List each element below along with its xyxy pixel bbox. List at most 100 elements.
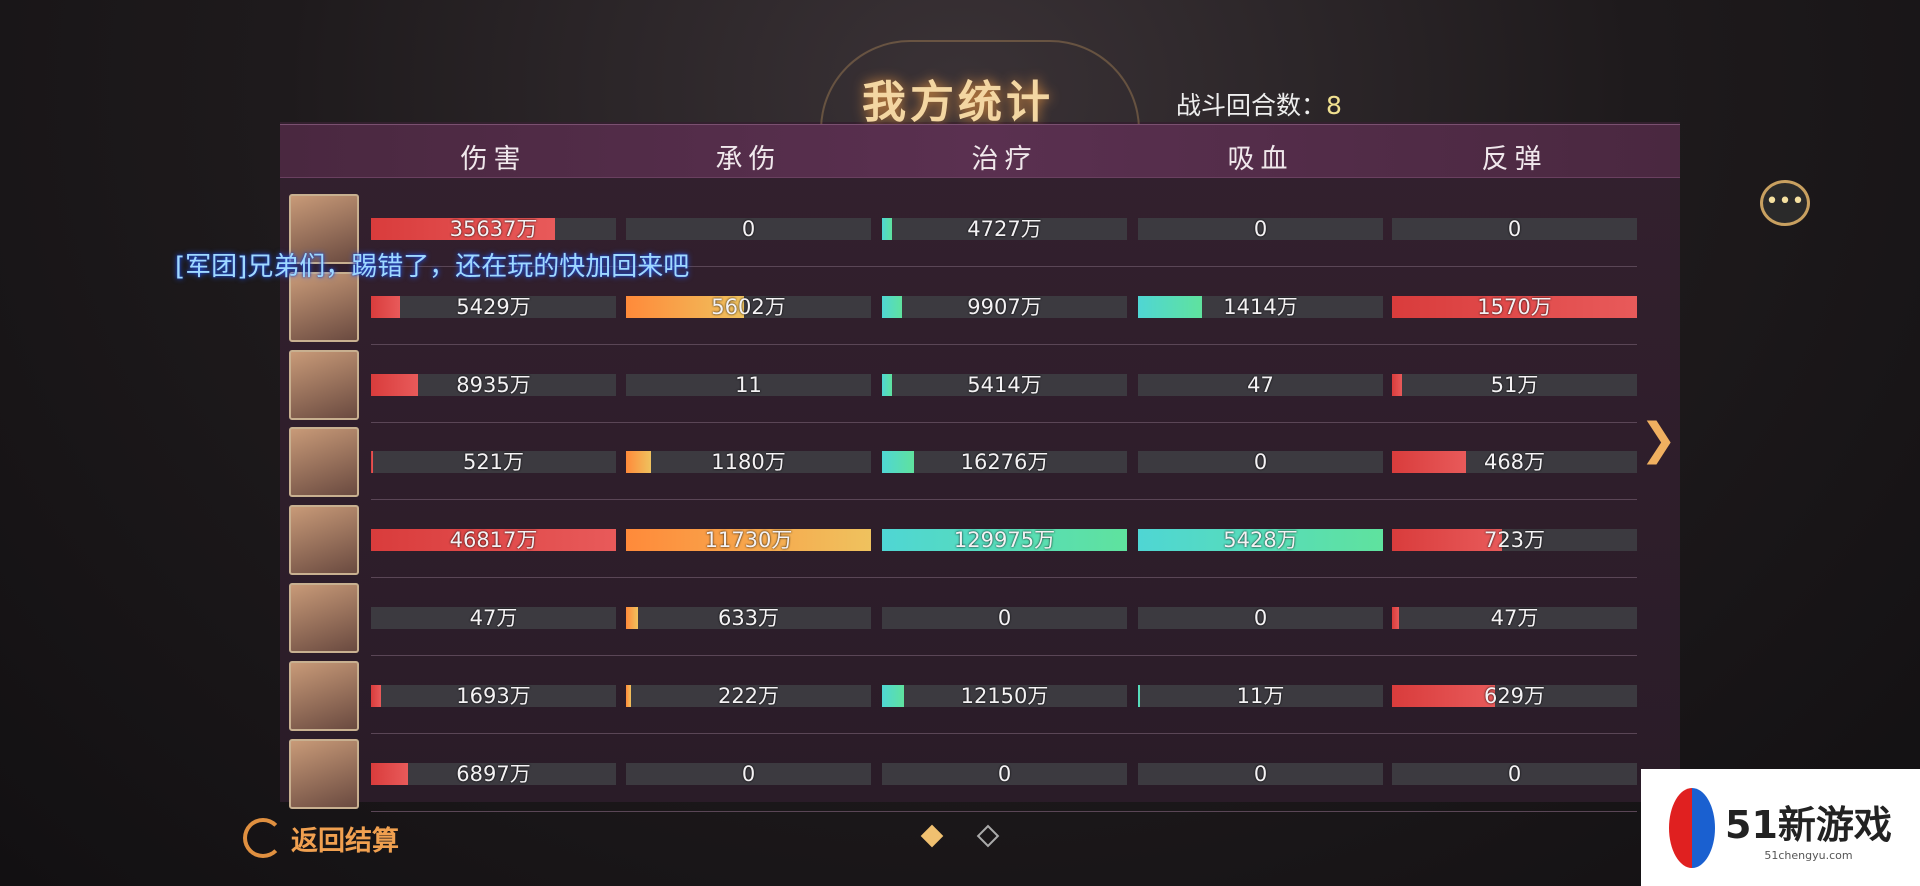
- hero-avatar[interactable]: [289, 194, 359, 264]
- reflect-bar: 1570万: [1392, 295, 1637, 318]
- heal-bar-fill: [882, 218, 892, 240]
- reflect-value: 0: [1507, 762, 1522, 785]
- watermark-sub: 51chengyu.com: [1764, 848, 1853, 862]
- col-damage[interactable]: 伤害: [460, 144, 527, 175]
- heal-value: 129975万: [953, 529, 1056, 552]
- hero-avatar[interactable]: [289, 583, 359, 653]
- damage-bar-fill: [371, 295, 401, 318]
- taken-bar-fill: [626, 607, 639, 629]
- col-heal[interactable]: 治疗: [971, 144, 1038, 175]
- taken-value: 11: [735, 373, 762, 396]
- next-arrow-icon[interactable]: ❯: [1640, 414, 1677, 465]
- taken-value: 633万: [717, 607, 780, 629]
- reflect-bar-fill: [1392, 295, 1637, 318]
- row-divider: [371, 810, 1637, 812]
- lifesteal-bar: 1414万: [1138, 295, 1383, 318]
- reflect-bar: 468万: [1392, 451, 1637, 474]
- return-icon: [243, 818, 283, 858]
- hero-avatar[interactable]: [289, 271, 359, 342]
- lifesteal-value: 11万: [1236, 684, 1285, 707]
- heal-value: 16276万: [960, 451, 1049, 474]
- hero-stat-row: 8935万 11 5414万 47 51万: [0, 347, 1920, 424]
- damage-value: 8935万: [456, 373, 531, 396]
- lifesteal-bar-fill: [1138, 684, 1141, 707]
- taken-value: 222万: [717, 684, 780, 707]
- row-divider: [371, 499, 1637, 501]
- reflect-bar-fill: [1392, 529, 1503, 552]
- lifesteal-value: 0: [1253, 607, 1268, 629]
- damage-bar: 6897万: [371, 762, 616, 785]
- heal-bar: 0: [882, 762, 1127, 785]
- guild-chat-message: [军团]兄弟们，踢错了，还在玩的快加回来吧: [175, 252, 690, 282]
- heal-value: 12150万: [960, 684, 1049, 707]
- col-lifesteal[interactable]: 吸血: [1227, 144, 1294, 175]
- damage-bar-fill: [371, 373, 418, 396]
- hero-avatar[interactable]: [289, 505, 359, 576]
- lifesteal-bar: 0: [1138, 762, 1383, 785]
- heal-bar-fill: [882, 295, 902, 318]
- col-reflect[interactable]: 反弹: [1481, 144, 1548, 175]
- taken-bar-fill: [626, 295, 744, 318]
- back-label: 返回结算: [291, 825, 399, 857]
- taken-value: 1180万: [711, 451, 786, 474]
- taken-value: 11730万: [704, 529, 793, 552]
- back-to-results-button[interactable]: 返回结算: [243, 818, 399, 858]
- chat-bubble-icon[interactable]: •••: [1760, 180, 1810, 226]
- damage-bar: 46817万: [371, 529, 616, 552]
- lifesteal-bar: 0: [1138, 451, 1383, 474]
- reflect-bar-fill: [1392, 607, 1400, 629]
- row-divider: [371, 577, 1637, 579]
- reflect-bar: 0: [1392, 218, 1637, 240]
- lifesteal-value: 0: [1253, 451, 1268, 474]
- reflect-bar-fill: [1392, 373, 1402, 396]
- heal-value: 0: [997, 607, 1012, 629]
- reflect-value: 51万: [1490, 373, 1539, 396]
- lifesteal-bar: 0: [1138, 607, 1383, 629]
- col-taken[interactable]: 承伤: [715, 144, 782, 175]
- heal-bar-fill: [882, 529, 1127, 552]
- lifesteal-value: 1414万: [1223, 295, 1298, 318]
- hero-avatar[interactable]: [289, 660, 359, 731]
- taken-bar-fill: [626, 684, 631, 707]
- watermark-logo: 51新游戏 51chengyu.com: [1641, 769, 1920, 886]
- damage-bar: 47万: [371, 607, 616, 629]
- heal-bar-fill: [882, 373, 892, 396]
- lifesteal-bar-fill: [1138, 529, 1383, 552]
- reflect-value: 468万: [1483, 451, 1546, 474]
- damage-bar: 5429万: [371, 295, 616, 318]
- row-divider: [371, 266, 1637, 267]
- damage-bar-fill: [371, 684, 381, 707]
- heal-bar-fill: [882, 451, 914, 474]
- reflect-bar: 723万: [1392, 529, 1637, 552]
- taken-bar: 222万: [626, 684, 871, 707]
- hero-avatar[interactable]: [289, 427, 359, 498]
- reflect-bar-fill: [1392, 684, 1495, 707]
- heal-bar: 0: [882, 607, 1127, 629]
- column-header: 伤害 承伤 治疗 吸血 反弹: [280, 124, 1680, 178]
- row-divider: [371, 343, 1637, 345]
- taken-value: 0: [741, 762, 756, 785]
- hero-stat-row: 46817万 11730万 129975万 5428万 723万: [0, 502, 1920, 579]
- lifesteal-bar: 0: [1138, 218, 1383, 240]
- hero-avatar[interactable]: [289, 349, 359, 420]
- reflect-value: 0: [1507, 218, 1522, 240]
- reflect-value: 723万: [1483, 529, 1546, 552]
- taken-bar: 1180万: [626, 451, 871, 474]
- reflect-value: 1570万: [1477, 295, 1552, 318]
- damage-bar: 8935万: [371, 373, 616, 396]
- heal-value: 0: [997, 762, 1012, 785]
- hero-stat-row: 35637万 0 4727万 0 0: [0, 191, 1920, 268]
- damage-bar-fill: [371, 218, 555, 240]
- heal-value: 9907万: [967, 295, 1042, 318]
- watermark-logo-icon: [1669, 787, 1716, 868]
- lifesteal-bar-fill: [1138, 295, 1202, 318]
- taken-bar: 11: [626, 373, 871, 396]
- heal-bar-fill: [882, 684, 905, 707]
- taken-bar: 11730万: [626, 529, 871, 552]
- damage-value: 521万: [462, 451, 525, 474]
- hero-avatar[interactable]: [289, 738, 359, 809]
- page-title: 我方统计: [862, 77, 1054, 128]
- damage-value: 47万: [469, 607, 518, 629]
- lifesteal-value: 0: [1253, 762, 1268, 785]
- taken-bar: 5602万: [626, 295, 871, 318]
